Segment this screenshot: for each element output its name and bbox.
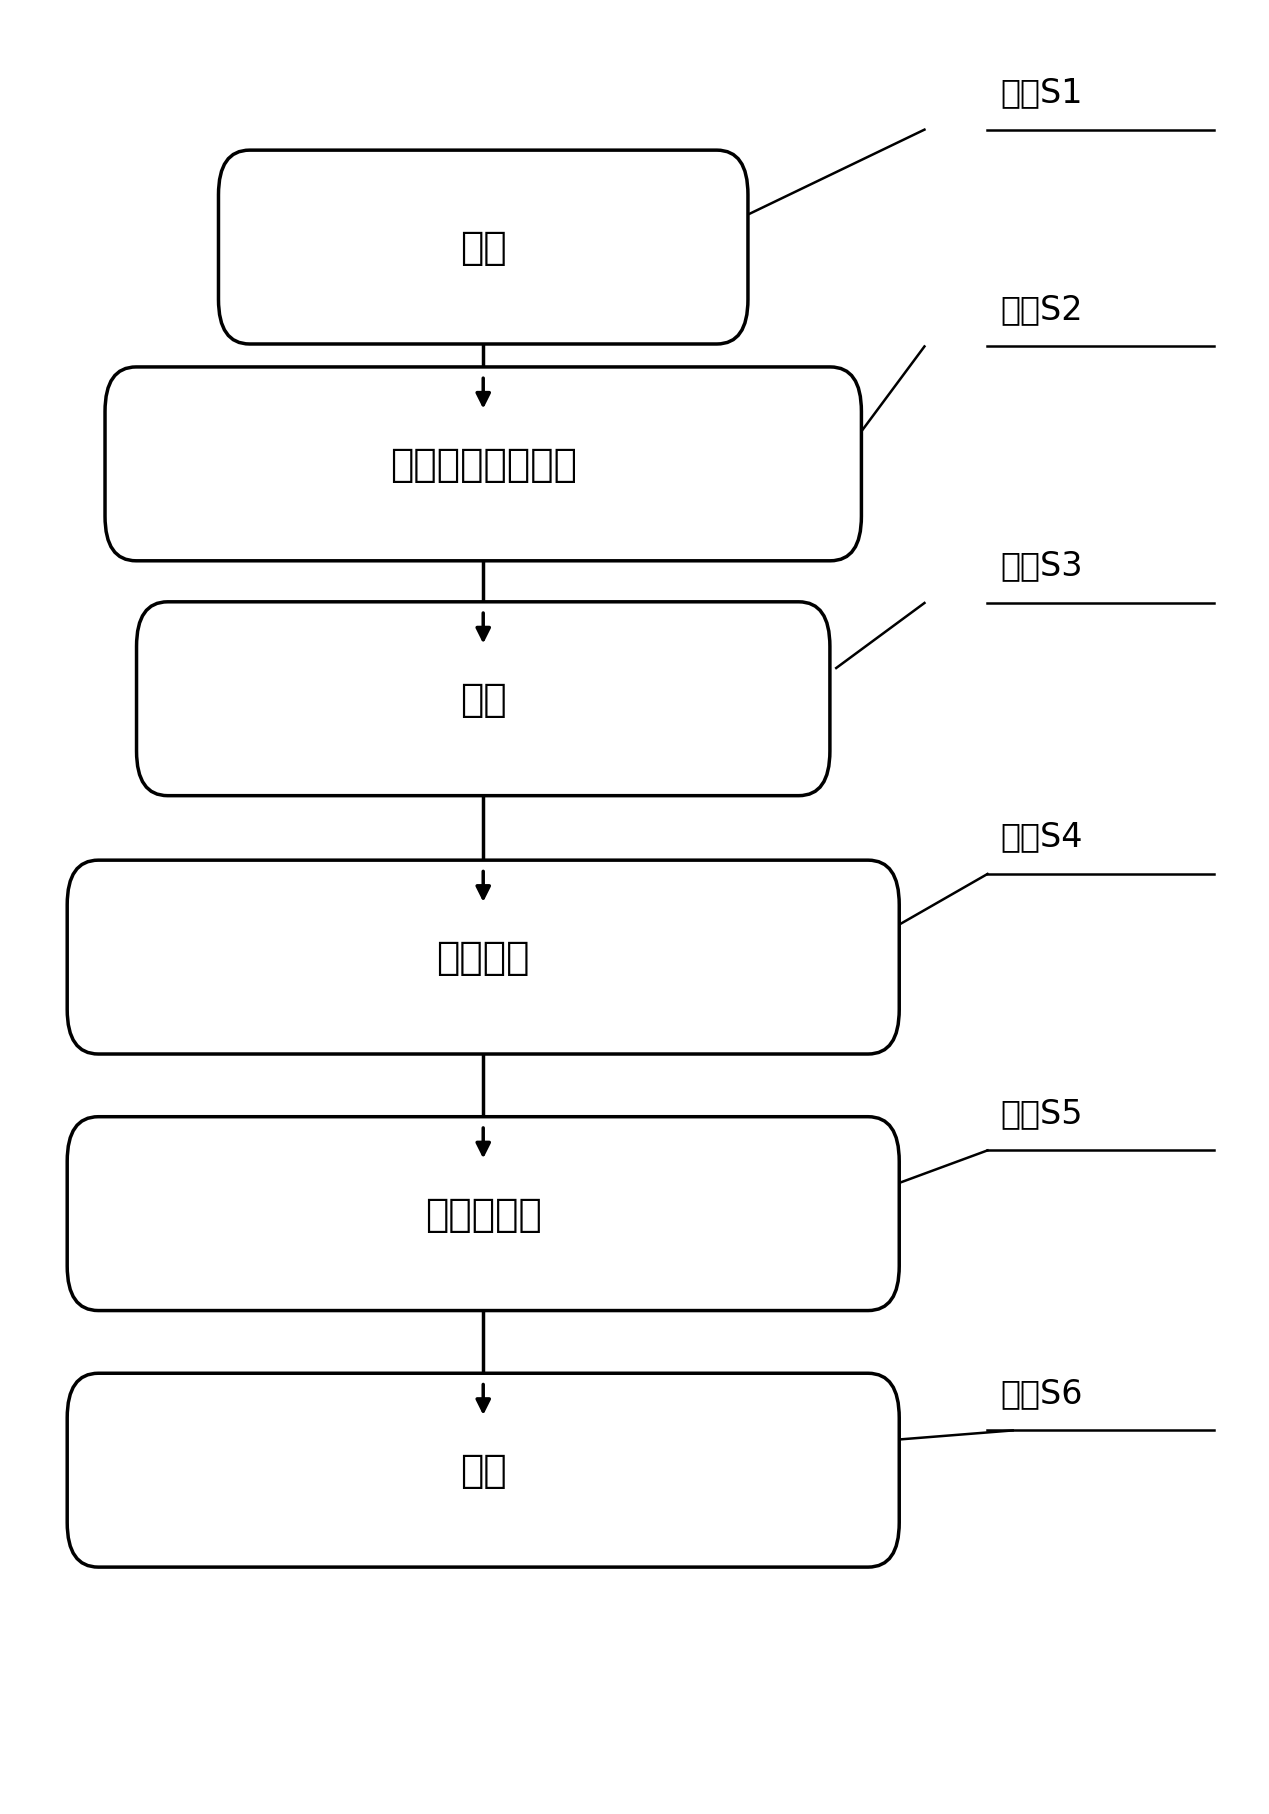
Text: 上报故障: 上报故障	[437, 938, 530, 976]
FancyBboxPatch shape	[105, 368, 862, 562]
Text: 步骤S5: 步骤S5	[1000, 1096, 1082, 1128]
Text: 监测: 监测	[459, 680, 506, 718]
Text: 步骤S3: 步骤S3	[1000, 550, 1082, 582]
Text: 下发故障判断指令: 下发故障判断指令	[390, 446, 576, 484]
FancyBboxPatch shape	[218, 151, 747, 345]
Text: 步骤S2: 步骤S2	[1000, 292, 1082, 325]
Text: 步骤S6: 步骤S6	[1000, 1377, 1082, 1409]
FancyBboxPatch shape	[67, 1117, 900, 1312]
Text: 步骤S4: 步骤S4	[1000, 820, 1082, 853]
Text: 故障点判定: 故障点判定	[425, 1195, 542, 1234]
FancyBboxPatch shape	[67, 860, 900, 1054]
FancyBboxPatch shape	[137, 602, 830, 796]
Text: 报警: 报警	[459, 1451, 506, 1489]
Text: 步骤S1: 步骤S1	[1000, 76, 1082, 109]
Text: 选线: 选线	[459, 229, 506, 267]
FancyBboxPatch shape	[67, 1373, 900, 1567]
